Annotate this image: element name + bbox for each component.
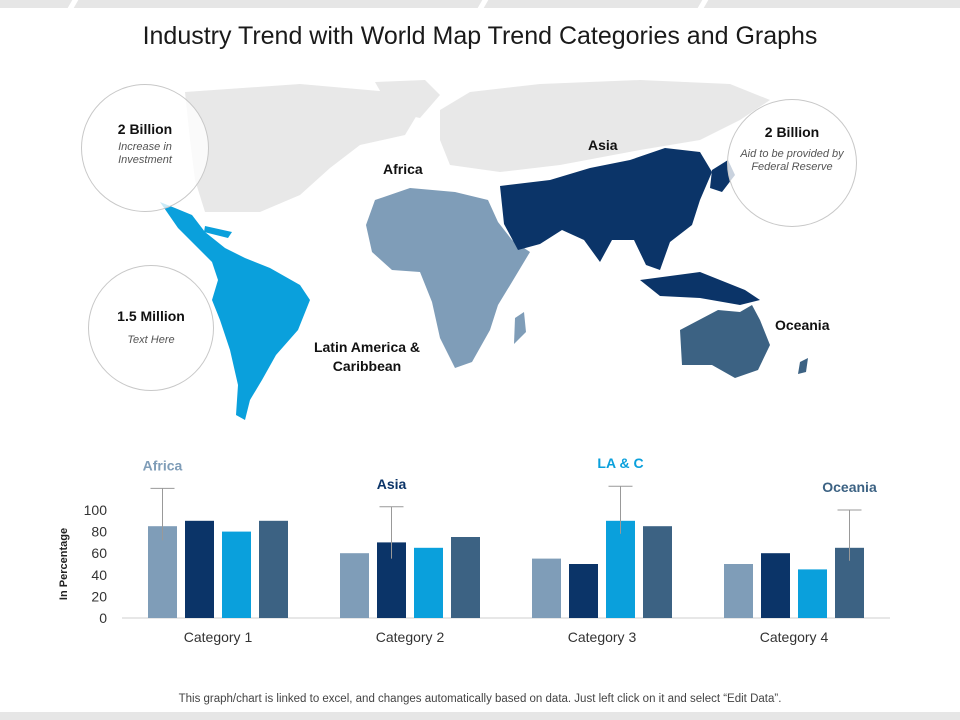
madagascar-shape (514, 312, 526, 344)
bar (340, 553, 369, 618)
decor-stripe (697, 0, 709, 8)
callout-circle-aid: 2 Billion Aid to be provided by Federal … (727, 99, 857, 227)
series-callout-label: Africa (143, 457, 183, 473)
y-tick-label: 40 (91, 567, 107, 583)
x-tick-label: Category 3 (568, 629, 637, 645)
bar (222, 531, 251, 618)
callout-circle-investment: 2 Billion Increase in Investment (81, 84, 209, 212)
latin-america-shape (160, 202, 310, 420)
region-label-asia: Asia (588, 137, 618, 153)
callout-value: 1.5 Million (117, 308, 185, 324)
x-tick-label: Category 4 (760, 629, 829, 645)
region-label-africa: Africa (383, 161, 423, 177)
footer-note: This graph/chart is linked to excel, and… (178, 693, 782, 705)
series-callout-label: LA & C (597, 455, 643, 471)
callout-text: Text Here (127, 334, 175, 346)
callout-value: 2 Billion (764, 124, 820, 140)
world-map (160, 80, 808, 420)
x-tick-label: Category 2 (376, 629, 445, 645)
bar (569, 564, 598, 618)
bar (414, 547, 443, 618)
bar (761, 553, 790, 618)
series-callout-label: Asia (377, 476, 407, 492)
x-tick-label: Category 1 (184, 629, 253, 645)
callout-circle-text: 1.5 Million Text Here (88, 265, 214, 391)
bar-chart: 0 20 40 60 80 100 In Percentage Category 1 Categ… (58, 455, 890, 645)
top-decor-bar (0, 0, 960, 8)
bar (532, 558, 561, 618)
callout-text: Increase in Investment (118, 141, 172, 166)
bar (798, 569, 827, 618)
bar (724, 564, 753, 618)
europe-russia-shape (440, 80, 770, 172)
bar (451, 537, 480, 618)
y-tick-label: 80 (91, 524, 107, 540)
callout-text: Aid to be provided by Federal Reserve (740, 148, 844, 173)
callout-value: 2 Billion (117, 121, 173, 137)
y-tick-label: 20 (91, 588, 107, 604)
caribbean-shape (204, 226, 232, 238)
north-america-shape (185, 84, 420, 212)
y-axis-label: In Percentage (58, 528, 70, 600)
series-callout-label: Oceania (822, 479, 877, 495)
new-zealand-shape (798, 358, 808, 374)
oceania-shape (680, 305, 770, 378)
bar (643, 526, 672, 618)
y-tick-label: 0 (99, 610, 107, 626)
southeast-asia-islands-shape (640, 272, 760, 305)
decor-stripe (477, 0, 489, 8)
africa-shape (366, 188, 530, 368)
bar (185, 520, 214, 618)
region-label-latin-america: Latin America & Caribbean (313, 339, 421, 374)
asia-shape (500, 148, 712, 270)
page-title: Industry Trend with World Map Trend Cate… (142, 22, 818, 50)
greenland-shape (375, 80, 440, 118)
bar (259, 520, 288, 618)
region-label-oceania: Oceania (775, 317, 830, 333)
y-tick-label: 100 (84, 502, 108, 518)
bar (606, 520, 635, 618)
bar (148, 526, 177, 618)
bottom-decor-bar (0, 712, 960, 720)
y-tick-label: 60 (91, 545, 107, 561)
decor-stripe (67, 0, 79, 8)
